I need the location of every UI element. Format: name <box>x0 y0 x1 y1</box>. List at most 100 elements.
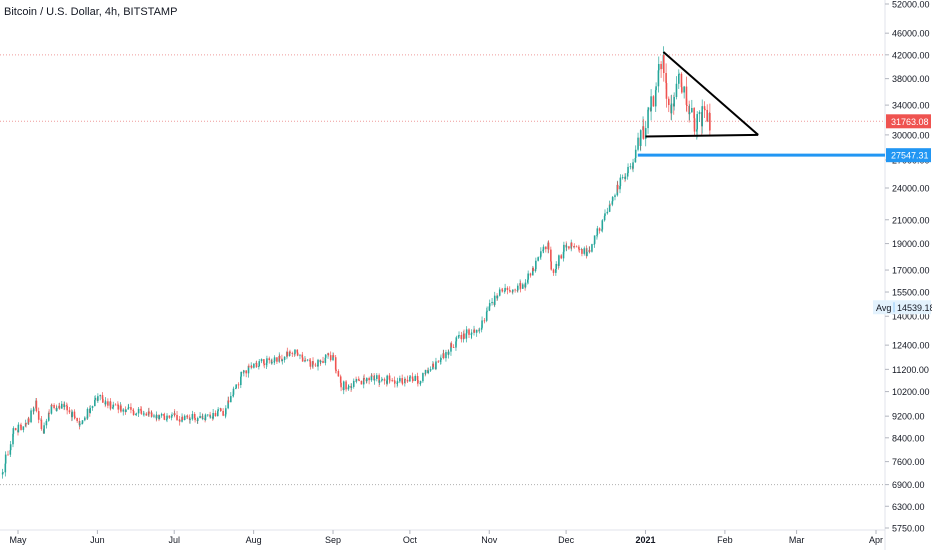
candle-body <box>125 409 127 413</box>
candle-body <box>475 329 478 333</box>
candle-body <box>193 414 196 418</box>
candle-body <box>276 357 278 362</box>
candle <box>366 377 368 384</box>
price-labels: 31763.08 27547.31 Avg 14539.18 <box>873 114 932 315</box>
triangle-lower-trendline <box>645 133 759 138</box>
candle-body <box>209 416 212 418</box>
candle <box>660 61 662 78</box>
candle-body <box>263 359 265 364</box>
candle <box>488 299 491 311</box>
candle <box>414 374 417 382</box>
candle-body <box>596 228 599 235</box>
candle-body <box>542 246 545 250</box>
candle <box>120 403 122 413</box>
candle-body <box>698 112 701 115</box>
candle-body <box>63 405 66 407</box>
candle-body <box>677 74 680 84</box>
candle-body <box>340 382 342 388</box>
candle-body <box>168 415 171 418</box>
candle <box>301 356 304 362</box>
candle <box>655 82 657 95</box>
candle <box>560 253 563 260</box>
candle-body <box>670 103 673 114</box>
candle-body <box>378 375 380 383</box>
candle <box>276 357 278 364</box>
candle-body <box>166 415 168 420</box>
candle-body <box>383 379 386 381</box>
candle <box>511 289 514 295</box>
candle-body <box>516 289 519 291</box>
candle <box>304 357 307 361</box>
candle-body <box>503 290 506 292</box>
candle <box>535 257 537 270</box>
x-tick-label: Jun <box>90 535 105 545</box>
candle <box>593 235 596 248</box>
candle <box>583 246 586 256</box>
candle <box>447 349 450 359</box>
candle-body <box>173 413 176 415</box>
candle <box>306 359 309 362</box>
candle-body <box>12 433 14 445</box>
candle-body <box>511 291 514 293</box>
candle-body <box>216 411 219 417</box>
x-tick-label: May <box>9 535 27 545</box>
candle <box>542 244 545 253</box>
candle-body <box>45 420 48 426</box>
candle <box>396 377 399 386</box>
candle-body <box>214 413 217 417</box>
candle <box>140 406 143 415</box>
candle-body <box>545 246 547 250</box>
candle <box>109 398 112 411</box>
candle <box>624 173 627 181</box>
candle-body <box>201 415 204 419</box>
candle <box>383 377 386 385</box>
candle <box>547 240 550 253</box>
candle <box>573 243 576 249</box>
candle-body <box>629 166 632 168</box>
candle-body <box>148 411 150 414</box>
candle-body <box>17 424 20 433</box>
candle <box>188 414 191 424</box>
candle <box>650 89 652 121</box>
candle-body <box>270 360 273 364</box>
candle <box>189 417 191 424</box>
candle <box>45 418 48 429</box>
candle-body <box>248 365 250 367</box>
candle <box>176 411 178 421</box>
candle <box>706 104 709 123</box>
candle-body <box>416 376 419 381</box>
candle-body <box>504 287 506 291</box>
candle-body <box>65 405 68 406</box>
candle-body <box>68 410 71 413</box>
candle <box>335 365 337 374</box>
candle <box>150 410 153 417</box>
candle <box>32 406 35 415</box>
candle-body <box>601 220 604 230</box>
candle-body <box>196 418 199 421</box>
candle-body <box>37 411 40 420</box>
candle <box>63 401 66 410</box>
y-tick-label: 19000.00 <box>892 239 930 249</box>
candle <box>481 316 483 329</box>
candle <box>678 72 680 78</box>
candle-body <box>163 413 165 416</box>
candle-body <box>171 414 173 417</box>
candle <box>637 132 639 152</box>
candle <box>214 410 217 417</box>
candle-body <box>409 376 412 378</box>
x-tick-label: Oct <box>403 535 418 545</box>
candle <box>191 410 194 421</box>
candle <box>445 349 447 362</box>
candle <box>281 359 284 365</box>
candle-body <box>673 97 675 107</box>
candle-body <box>703 106 706 109</box>
candle-body <box>155 414 158 419</box>
candle <box>17 422 20 433</box>
support-price-label: 27547.31 <box>886 148 931 163</box>
candle-body <box>547 242 550 250</box>
candle <box>565 243 568 252</box>
candle-body <box>258 361 261 366</box>
candle-body <box>654 90 657 107</box>
